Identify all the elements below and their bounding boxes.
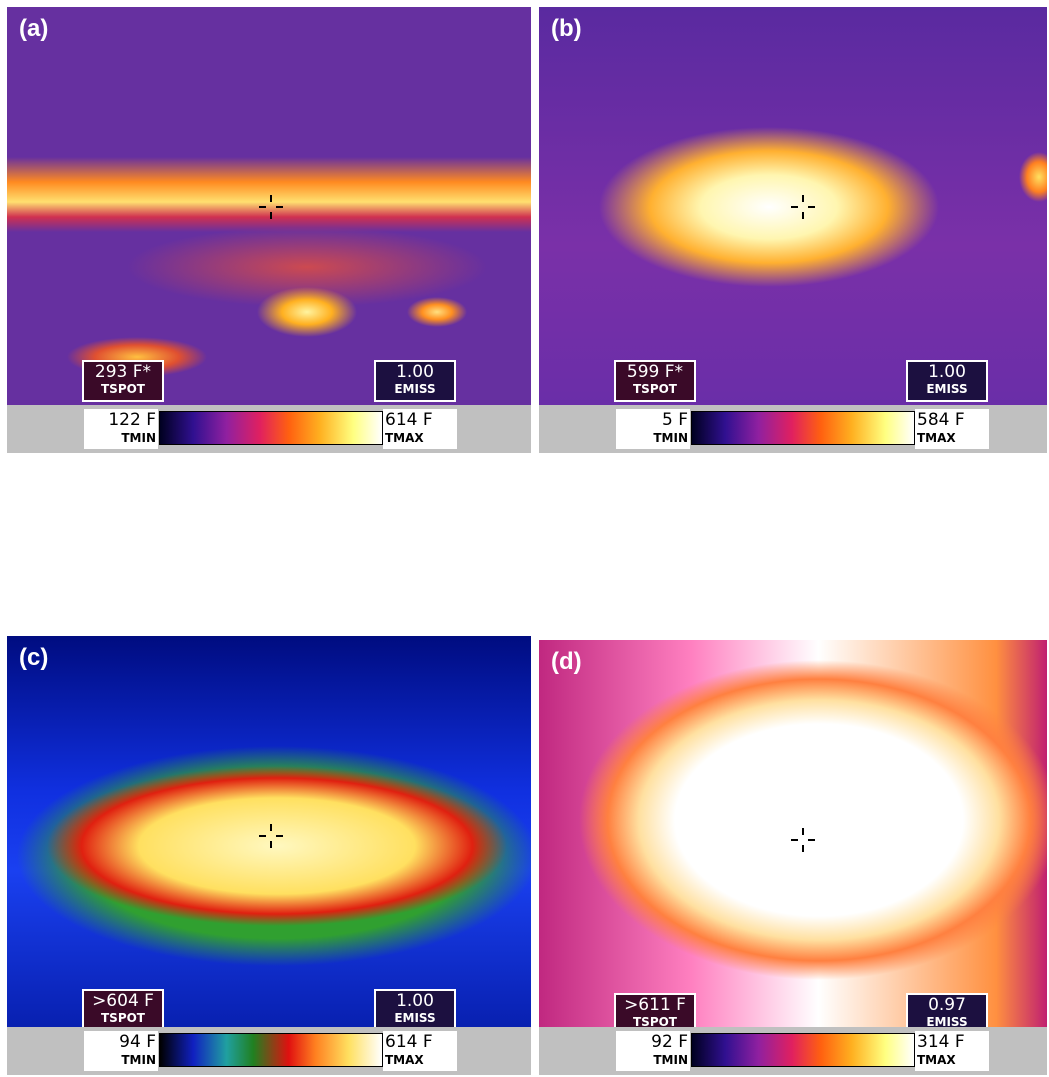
page: (a)293 F*TSPOT1.00EMISS122 FTMIN614 FTMA… bbox=[0, 0, 1049, 1077]
emiss-label: EMISS bbox=[376, 382, 454, 396]
tmin-label: TMIN bbox=[84, 431, 156, 445]
tspot-value: 293 F* bbox=[84, 362, 162, 382]
crosshair-wrap bbox=[789, 193, 817, 226]
panel-label: (d) bbox=[551, 648, 582, 676]
tspot-label: TSPOT bbox=[616, 382, 694, 396]
tmin-label: TMIN bbox=[616, 1053, 688, 1067]
crosshair-wrap bbox=[257, 193, 285, 226]
tmin-value: 94 F bbox=[84, 1031, 156, 1053]
crosshair bbox=[789, 826, 817, 854]
tspot-label: TSPOT bbox=[84, 1011, 162, 1025]
crosshair-wrap bbox=[789, 826, 817, 859]
emiss-value: 1.00 bbox=[376, 991, 454, 1011]
color-scale bbox=[159, 1033, 383, 1067]
tspot-label: TSPOT bbox=[84, 382, 162, 396]
tmax-label: TMAX bbox=[385, 1053, 457, 1067]
crosshair bbox=[257, 193, 285, 221]
tmax-value: 614 F bbox=[385, 409, 457, 431]
tmax-label: TMAX bbox=[917, 431, 989, 445]
color-scale bbox=[691, 1033, 915, 1067]
tmin-value: 122 F bbox=[84, 409, 156, 431]
emiss-value: 0.97 bbox=[908, 995, 986, 1015]
tmin-value: 92 F bbox=[616, 1031, 688, 1053]
emiss-label: EMISS bbox=[376, 1011, 454, 1025]
color-scale bbox=[159, 411, 383, 445]
tmin-value: 5 F bbox=[616, 409, 688, 431]
tmax-label: TMAX bbox=[917, 1053, 989, 1067]
tmax-value: 314 F bbox=[917, 1031, 989, 1053]
tmin-label: TMIN bbox=[616, 431, 688, 445]
color-scale bbox=[691, 411, 915, 445]
emiss-label: EMISS bbox=[908, 382, 986, 396]
crosshair bbox=[257, 822, 285, 850]
tmax-value: 614 F bbox=[385, 1031, 457, 1053]
crosshair bbox=[789, 193, 817, 221]
tspot-box: 293 F*TSPOT bbox=[82, 360, 164, 402]
tspot-value: 599 F* bbox=[616, 362, 694, 382]
emiss-value: 1.00 bbox=[376, 362, 454, 382]
tmax-value: 584 F bbox=[917, 409, 989, 431]
tmin-label: TMIN bbox=[84, 1053, 156, 1067]
crosshair-wrap bbox=[257, 822, 285, 855]
panel-label: (c) bbox=[19, 644, 48, 672]
tspot-value: >604 F bbox=[84, 991, 162, 1011]
panel-label: (b) bbox=[551, 15, 582, 43]
emiss-value: 1.00 bbox=[908, 362, 986, 382]
panel-label: (a) bbox=[19, 15, 48, 43]
tspot-box: 599 F*TSPOT bbox=[614, 360, 696, 402]
tspot-value: >611 F bbox=[616, 995, 694, 1015]
tmax-label: TMAX bbox=[385, 431, 457, 445]
